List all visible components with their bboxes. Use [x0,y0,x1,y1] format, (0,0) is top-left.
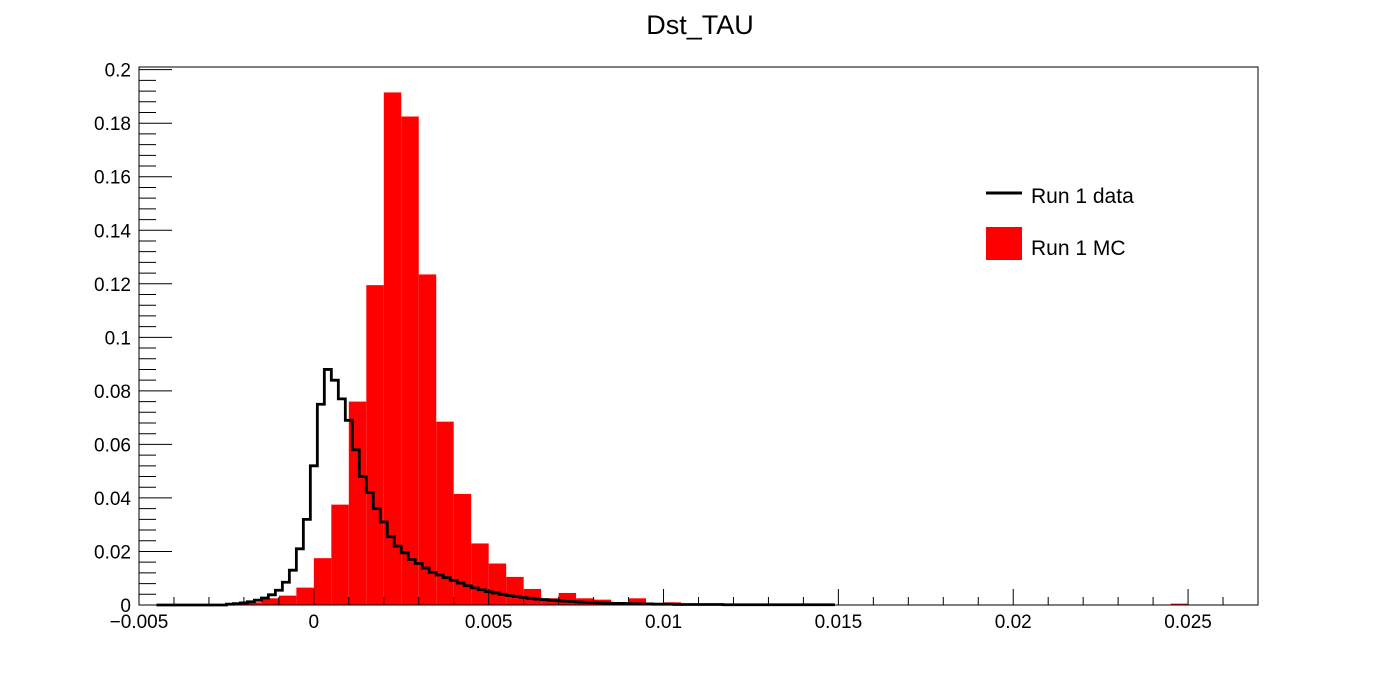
y-tick-label: 0.02 [94,542,131,563]
y-tick-label: 0.04 [94,489,131,510]
x-tick-label: −0.005 [110,612,169,633]
mc-bar [1170,603,1189,605]
y-tick-label: 0 [120,596,131,617]
y-tick-label: 0.16 [94,168,131,189]
mc-bar [418,274,437,605]
mc-bar [243,602,262,605]
mc-bar [558,592,577,605]
legend-mc-label: Run 1 MC [1031,237,1126,260]
x-tick-label: 0.025 [1164,612,1212,633]
mc-bar [261,598,279,605]
legend-mc-swatch [986,227,1022,260]
mc-bar [296,587,314,605]
mc-bar [541,598,559,605]
mc-bar [401,116,419,606]
mc-series [226,92,1189,606]
mc-bar [331,504,349,605]
y-tick-label: 0.1 [105,328,131,349]
mc-bar [488,563,507,605]
mc-bar [366,285,384,605]
mc-bar [313,558,332,605]
x-tick-label: 0.02 [995,612,1032,633]
plot-area [138,66,1259,607]
mc-bar [436,421,454,605]
mc-bar [453,493,472,605]
x-tick-label: 0.015 [815,612,863,633]
data-series-line [156,368,835,607]
y-tick-label: 0.14 [94,221,131,242]
x-tick-label: 0.01 [645,612,682,633]
x-tick-label: 0 [309,612,320,633]
mc-bar [506,576,524,605]
mc-bar [383,92,402,606]
x-axis: −0.005 0 0.005 0.01 0.015 0.02 0.025 [110,589,1259,633]
x-tick-label: 0.005 [465,612,513,633]
mc-bar [348,401,367,605]
y-tick-label: 0.2 [105,61,131,82]
y-tick-label: 0.08 [94,382,131,403]
y-tick-label: 0.18 [94,114,131,135]
y-axis: 0 0.02 0.04 0.06 0.08 0.1 0.12 0.14 0.16 0.18 0.2 [94,61,172,617]
y-tick-label: 0.12 [94,275,131,296]
mc-bar [471,543,489,605]
y-tick-label: 0.06 [94,435,131,456]
plot-frame [138,66,1259,606]
mc-bar [628,598,647,605]
legend: Run 1 data Run 1 MC [986,185,1134,260]
chart-title: Dst_TAU [646,10,754,40]
legend-data-label: Run 1 data [1031,185,1134,208]
mc-bar [278,595,297,605]
